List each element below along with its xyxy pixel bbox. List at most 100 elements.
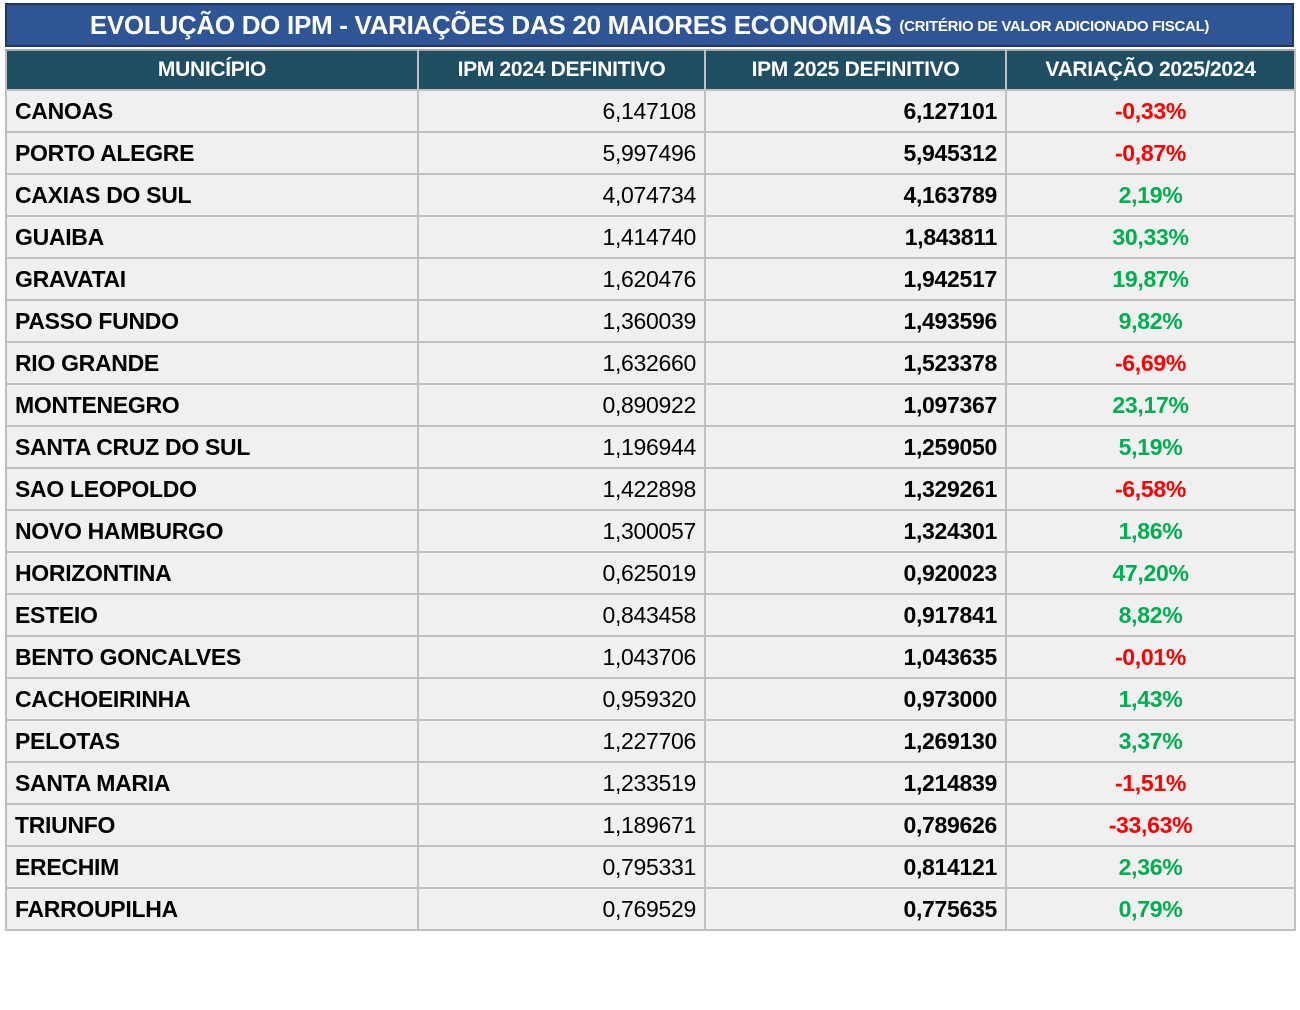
table-row: SANTA CRUZ DO SUL 1,196944 1,259050 5,19… <box>5 425 1296 469</box>
ipm-2025-value: 5,945312 <box>704 131 1007 175</box>
municipality-name: ESTEIO <box>5 593 419 637</box>
variation-value: -6,58% <box>1005 467 1296 511</box>
ipm-2025-value: 1,269130 <box>704 719 1007 763</box>
table-title: EVOLUÇÃO DO IPM - VARIAÇÕES DAS 20 MAIOR… <box>89 9 892 40</box>
municipality-name: HORIZONTINA <box>5 551 419 595</box>
table-row: MONTENEGRO 0,890922 1,097367 23,17% <box>5 383 1296 427</box>
table-title-bar: EVOLUÇÃO DO IPM - VARIAÇÕES DAS 20 MAIOR… <box>5 3 1294 47</box>
municipality-name: BENTO GONCALVES <box>5 635 419 679</box>
ipm-2025-value: 1,942517 <box>704 257 1007 301</box>
ipm-2024-value: 6,147108 <box>417 89 706 133</box>
column-header-ipm-2024: IPM 2024 DEFINITIVO <box>417 49 706 91</box>
variation-value: 2,19% <box>1005 173 1296 217</box>
ipm-2024-value: 0,959320 <box>417 677 706 721</box>
municipality-name: ERECHIM <box>5 845 419 889</box>
municipality-name: PELOTAS <box>5 719 419 763</box>
ipm-2024-value: 0,890922 <box>417 383 706 427</box>
ipm-2025-value: 1,097367 <box>704 383 1007 427</box>
ipm-2024-value: 1,227706 <box>417 719 706 763</box>
ipm-2024-value: 0,625019 <box>417 551 706 595</box>
ipm-2025-value: 1,843811 <box>704 215 1007 259</box>
ipm-2025-value: 0,917841 <box>704 593 1007 637</box>
table-row: SANTA MARIA 1,233519 1,214839 -1,51% <box>5 761 1296 805</box>
ipm-2025-value: 0,973000 <box>704 677 1007 721</box>
ipm-2024-value: 1,196944 <box>417 425 706 469</box>
table-row: PORTO ALEGRE 5,997496 5,945312 -0,87% <box>5 131 1296 175</box>
variation-value: 9,82% <box>1005 299 1296 343</box>
ipm-2024-value: 1,043706 <box>417 635 706 679</box>
ipm-2025-value: 4,163789 <box>704 173 1007 217</box>
municipality-name: SANTA MARIA <box>5 761 419 805</box>
ipm-2024-value: 4,074734 <box>417 173 706 217</box>
municipality-name: PORTO ALEGRE <box>5 131 419 175</box>
municipality-name: FARROUPILHA <box>5 887 419 931</box>
table-row: TRIUNFO 1,189671 0,789626 -33,63% <box>5 803 1296 847</box>
header-row: MUNICÍPIO IPM 2024 DEFINITIVO IPM 2025 D… <box>5 49 1296 91</box>
ipm-2024-value: 1,360039 <box>417 299 706 343</box>
municipality-name: GRAVATAI <box>5 257 419 301</box>
table-row: CAXIAS DO SUL 4,074734 4,163789 2,19% <box>5 173 1296 217</box>
table-row: SAO LEOPOLDO 1,422898 1,329261 -6,58% <box>5 467 1296 511</box>
ipm-2025-value: 1,259050 <box>704 425 1007 469</box>
ipm-2025-value: 1,493596 <box>704 299 1007 343</box>
variation-value: 1,43% <box>1005 677 1296 721</box>
municipality-name: CANOAS <box>5 89 419 133</box>
variation-value: 47,20% <box>1005 551 1296 595</box>
ipm-2024-value: 1,233519 <box>417 761 706 805</box>
ipm-2024-value: 0,769529 <box>417 887 706 931</box>
municipality-name: CACHOEIRINHA <box>5 677 419 721</box>
table-row: GUAIBA 1,414740 1,843811 30,33% <box>5 215 1296 259</box>
variation-value: -0,87% <box>1005 131 1296 175</box>
table-row: GRAVATAI 1,620476 1,942517 19,87% <box>5 257 1296 301</box>
table-row: NOVO HAMBURGO 1,300057 1,324301 1,86% <box>5 509 1296 553</box>
ipm-2025-value: 0,814121 <box>704 845 1007 889</box>
ipm-table: MUNICÍPIO IPM 2024 DEFINITIVO IPM 2025 D… <box>5 49 1296 931</box>
municipality-name: MONTENEGRO <box>5 383 419 427</box>
table-row: HORIZONTINA 0,625019 0,920023 47,20% <box>5 551 1296 595</box>
ipm-2024-value: 1,300057 <box>417 509 706 553</box>
ipm-2024-value: 0,843458 <box>417 593 706 637</box>
municipality-name: CAXIAS DO SUL <box>5 173 419 217</box>
ipm-2024-value: 1,422898 <box>417 467 706 511</box>
table-header: MUNICÍPIO IPM 2024 DEFINITIVO IPM 2025 D… <box>5 49 1296 91</box>
table-row: CANOAS 6,147108 6,127101 -0,33% <box>5 89 1296 133</box>
table-row: FARROUPILHA 0,769529 0,775635 0,79% <box>5 887 1296 931</box>
variation-value: 2,36% <box>1005 845 1296 889</box>
table-row: ESTEIO 0,843458 0,917841 8,82% <box>5 593 1296 637</box>
table-row: ERECHIM 0,795331 0,814121 2,36% <box>5 845 1296 889</box>
ipm-2025-value: 1,324301 <box>704 509 1007 553</box>
ipm-2025-value: 1,214839 <box>704 761 1007 805</box>
municipality-name: PASSO FUNDO <box>5 299 419 343</box>
municipality-name: NOVO HAMBURGO <box>5 509 419 553</box>
variation-value: 8,82% <box>1005 593 1296 637</box>
variation-value: 23,17% <box>1005 383 1296 427</box>
variation-value: -6,69% <box>1005 341 1296 385</box>
table-row: PELOTAS 1,227706 1,269130 3,37% <box>5 719 1296 763</box>
municipality-name: RIO GRANDE <box>5 341 419 385</box>
variation-value: 19,87% <box>1005 257 1296 301</box>
ipm-2024-value: 1,414740 <box>417 215 706 259</box>
table-title-criterion: (CRITÉRIO DE VALOR ADICIONADO FISCAL) <box>899 18 1210 35</box>
municipality-name: GUAIBA <box>5 215 419 259</box>
ipm-2025-value: 0,775635 <box>704 887 1007 931</box>
variation-value: 30,33% <box>1005 215 1296 259</box>
ipm-2024-value: 1,189671 <box>417 803 706 847</box>
ipm-2025-value: 1,329261 <box>704 467 1007 511</box>
variation-value: 3,37% <box>1005 719 1296 763</box>
ipm-2025-value: 0,789626 <box>704 803 1007 847</box>
variation-value: -1,51% <box>1005 761 1296 805</box>
ipm-2024-value: 1,620476 <box>417 257 706 301</box>
variation-value: 5,19% <box>1005 425 1296 469</box>
table-row: PASSO FUNDO 1,360039 1,493596 9,82% <box>5 299 1296 343</box>
ipm-2025-value: 0,920023 <box>704 551 1007 595</box>
table-row: BENTO GONCALVES 1,043706 1,043635 -0,01% <box>5 635 1296 679</box>
column-header-ipm-2025: IPM 2025 DEFINITIVO <box>704 49 1007 91</box>
table-row: RIO GRANDE 1,632660 1,523378 -6,69% <box>5 341 1296 385</box>
municipality-name: SANTA CRUZ DO SUL <box>5 425 419 469</box>
ipm-2024-value: 5,997496 <box>417 131 706 175</box>
variation-value: -0,33% <box>1005 89 1296 133</box>
variation-value: 0,79% <box>1005 887 1296 931</box>
ipm-2025-value: 1,523378 <box>704 341 1007 385</box>
municipality-name: TRIUNFO <box>5 803 419 847</box>
